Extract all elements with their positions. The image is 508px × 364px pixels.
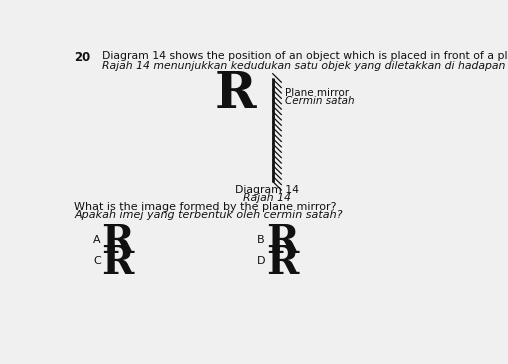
Text: R: R <box>102 244 134 282</box>
Text: R: R <box>266 244 298 282</box>
Text: R: R <box>102 222 134 261</box>
Text: B: B <box>257 236 265 245</box>
Text: A: A <box>93 236 101 245</box>
Text: Plane mirror: Plane mirror <box>285 88 350 98</box>
Text: R: R <box>266 222 298 261</box>
Text: D: D <box>257 256 266 266</box>
Text: Rajah 14: Rajah 14 <box>243 193 291 203</box>
Text: What is the image formed by the plane mirror?: What is the image formed by the plane mi… <box>74 202 337 211</box>
Text: Diagram 14: Diagram 14 <box>235 185 299 195</box>
Text: C: C <box>93 256 101 266</box>
Text: 20: 20 <box>74 51 90 64</box>
Text: Apakah imej yang terbentuk oleh cermin satah?: Apakah imej yang terbentuk oleh cermin s… <box>74 210 343 220</box>
Text: Cermin satah: Cermin satah <box>285 96 355 106</box>
Text: Rajah 14 menunjukkan kedudukan satu objek yang diletakkan di hadapan cermin sata: Rajah 14 menunjukkan kedudukan satu obje… <box>102 61 508 71</box>
Text: Diagram 14 shows the position of an object which is placed in front of a plane m: Diagram 14 shows the position of an obje… <box>102 51 508 62</box>
Text: R: R <box>215 70 257 119</box>
